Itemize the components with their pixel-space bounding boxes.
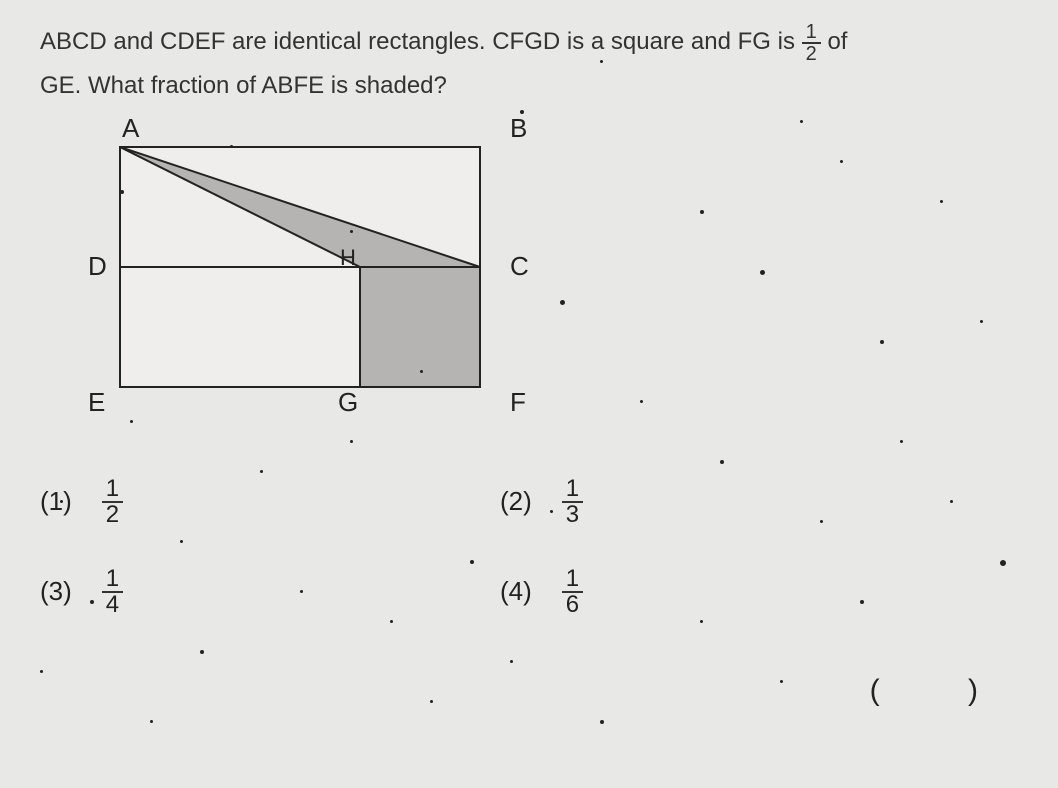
fraction-half: 1 2 [802, 22, 821, 64]
noise-speck [470, 560, 474, 564]
noise-speck [640, 400, 643, 403]
option-2-label: (2) [500, 486, 532, 517]
noise-speck [420, 370, 423, 373]
option-2[interactable]: (2) 1 3 [500, 477, 960, 527]
noise-speck [800, 120, 803, 123]
label-b: B [510, 113, 527, 144]
option-1-label: (1) [40, 486, 72, 517]
question-line1-a: ABCD and CDEF are identical rectangles. … [40, 28, 802, 55]
noise-speck [430, 700, 433, 703]
noise-speck [200, 650, 204, 654]
option-3-num: 1 [102, 567, 123, 593]
option-3-label: (3) [40, 576, 72, 607]
noise-speck [260, 470, 263, 473]
option-4[interactable]: (4) 1 6 [500, 567, 960, 617]
option-3[interactable]: (3) 1 4 [40, 567, 500, 617]
noise-speck [510, 660, 513, 663]
noise-speck [550, 510, 553, 513]
noise-speck [300, 590, 303, 593]
noise-speck [150, 720, 153, 723]
noise-speck [90, 600, 94, 604]
option-2-num: 1 [562, 477, 583, 503]
option-1-num: 1 [102, 477, 123, 503]
label-d: D [88, 251, 107, 282]
answer-blank[interactable]: ( ) [870, 674, 1018, 708]
label-g: G [338, 387, 358, 418]
option-4-label: (4) [500, 576, 532, 607]
option-4-den: 6 [562, 593, 583, 617]
noise-speck [60, 500, 63, 503]
noise-speck [880, 340, 884, 344]
option-1-fraction: 1 2 [102, 477, 123, 527]
noise-speck [180, 540, 183, 543]
frac-den: 2 [802, 44, 821, 64]
noise-speck [600, 720, 604, 724]
option-3-fraction: 1 4 [102, 567, 123, 617]
noise-speck [1000, 560, 1006, 566]
label-h: H [340, 245, 356, 271]
option-4-num: 1 [562, 567, 583, 593]
noise-speck [860, 600, 864, 604]
noise-speck [780, 680, 783, 683]
page-container: ABCD and CDEF are identical rectangles. … [0, 0, 1058, 788]
noise-speck [130, 420, 133, 423]
label-f: F [510, 387, 526, 418]
noise-speck [720, 460, 724, 464]
option-4-fraction: 1 6 [562, 567, 583, 617]
noise-speck [840, 160, 843, 163]
label-a: A [122, 113, 139, 144]
option-2-fraction: 1 3 [562, 477, 583, 527]
noise-speck [120, 190, 124, 194]
option-2-den: 3 [562, 503, 583, 527]
frac-num: 1 [802, 22, 821, 44]
geometry-figure [90, 117, 510, 417]
noise-speck [390, 620, 393, 623]
label-c: C [510, 251, 529, 282]
options-grid: (1) 1 2 (2) 1 3 (3) 1 4 (4) 1 6 [40, 477, 1018, 617]
noise-speck [700, 210, 704, 214]
noise-speck [950, 500, 953, 503]
option-1-den: 2 [102, 503, 123, 527]
option-1[interactable]: (1) 1 2 [40, 477, 500, 527]
noise-speck [600, 60, 603, 63]
question-line1-b: of [827, 28, 847, 55]
noise-speck [350, 440, 353, 443]
noise-speck [820, 520, 823, 523]
figure-area: A B D C E G F H [90, 117, 570, 437]
noise-speck [520, 110, 524, 114]
noise-speck [560, 300, 565, 305]
option-3-den: 4 [102, 593, 123, 617]
noise-speck [940, 200, 943, 203]
noise-speck [760, 270, 765, 275]
noise-speck [230, 145, 233, 148]
noise-speck [980, 320, 983, 323]
noise-speck [700, 620, 703, 623]
noise-speck [900, 440, 903, 443]
noise-speck [40, 670, 43, 673]
question-line2: GE. What fraction of ABFE is shaded? [40, 72, 447, 99]
question-text: ABCD and CDEF are identical rectangles. … [40, 20, 1018, 107]
noise-speck [350, 230, 353, 233]
label-e: E [88, 387, 105, 418]
